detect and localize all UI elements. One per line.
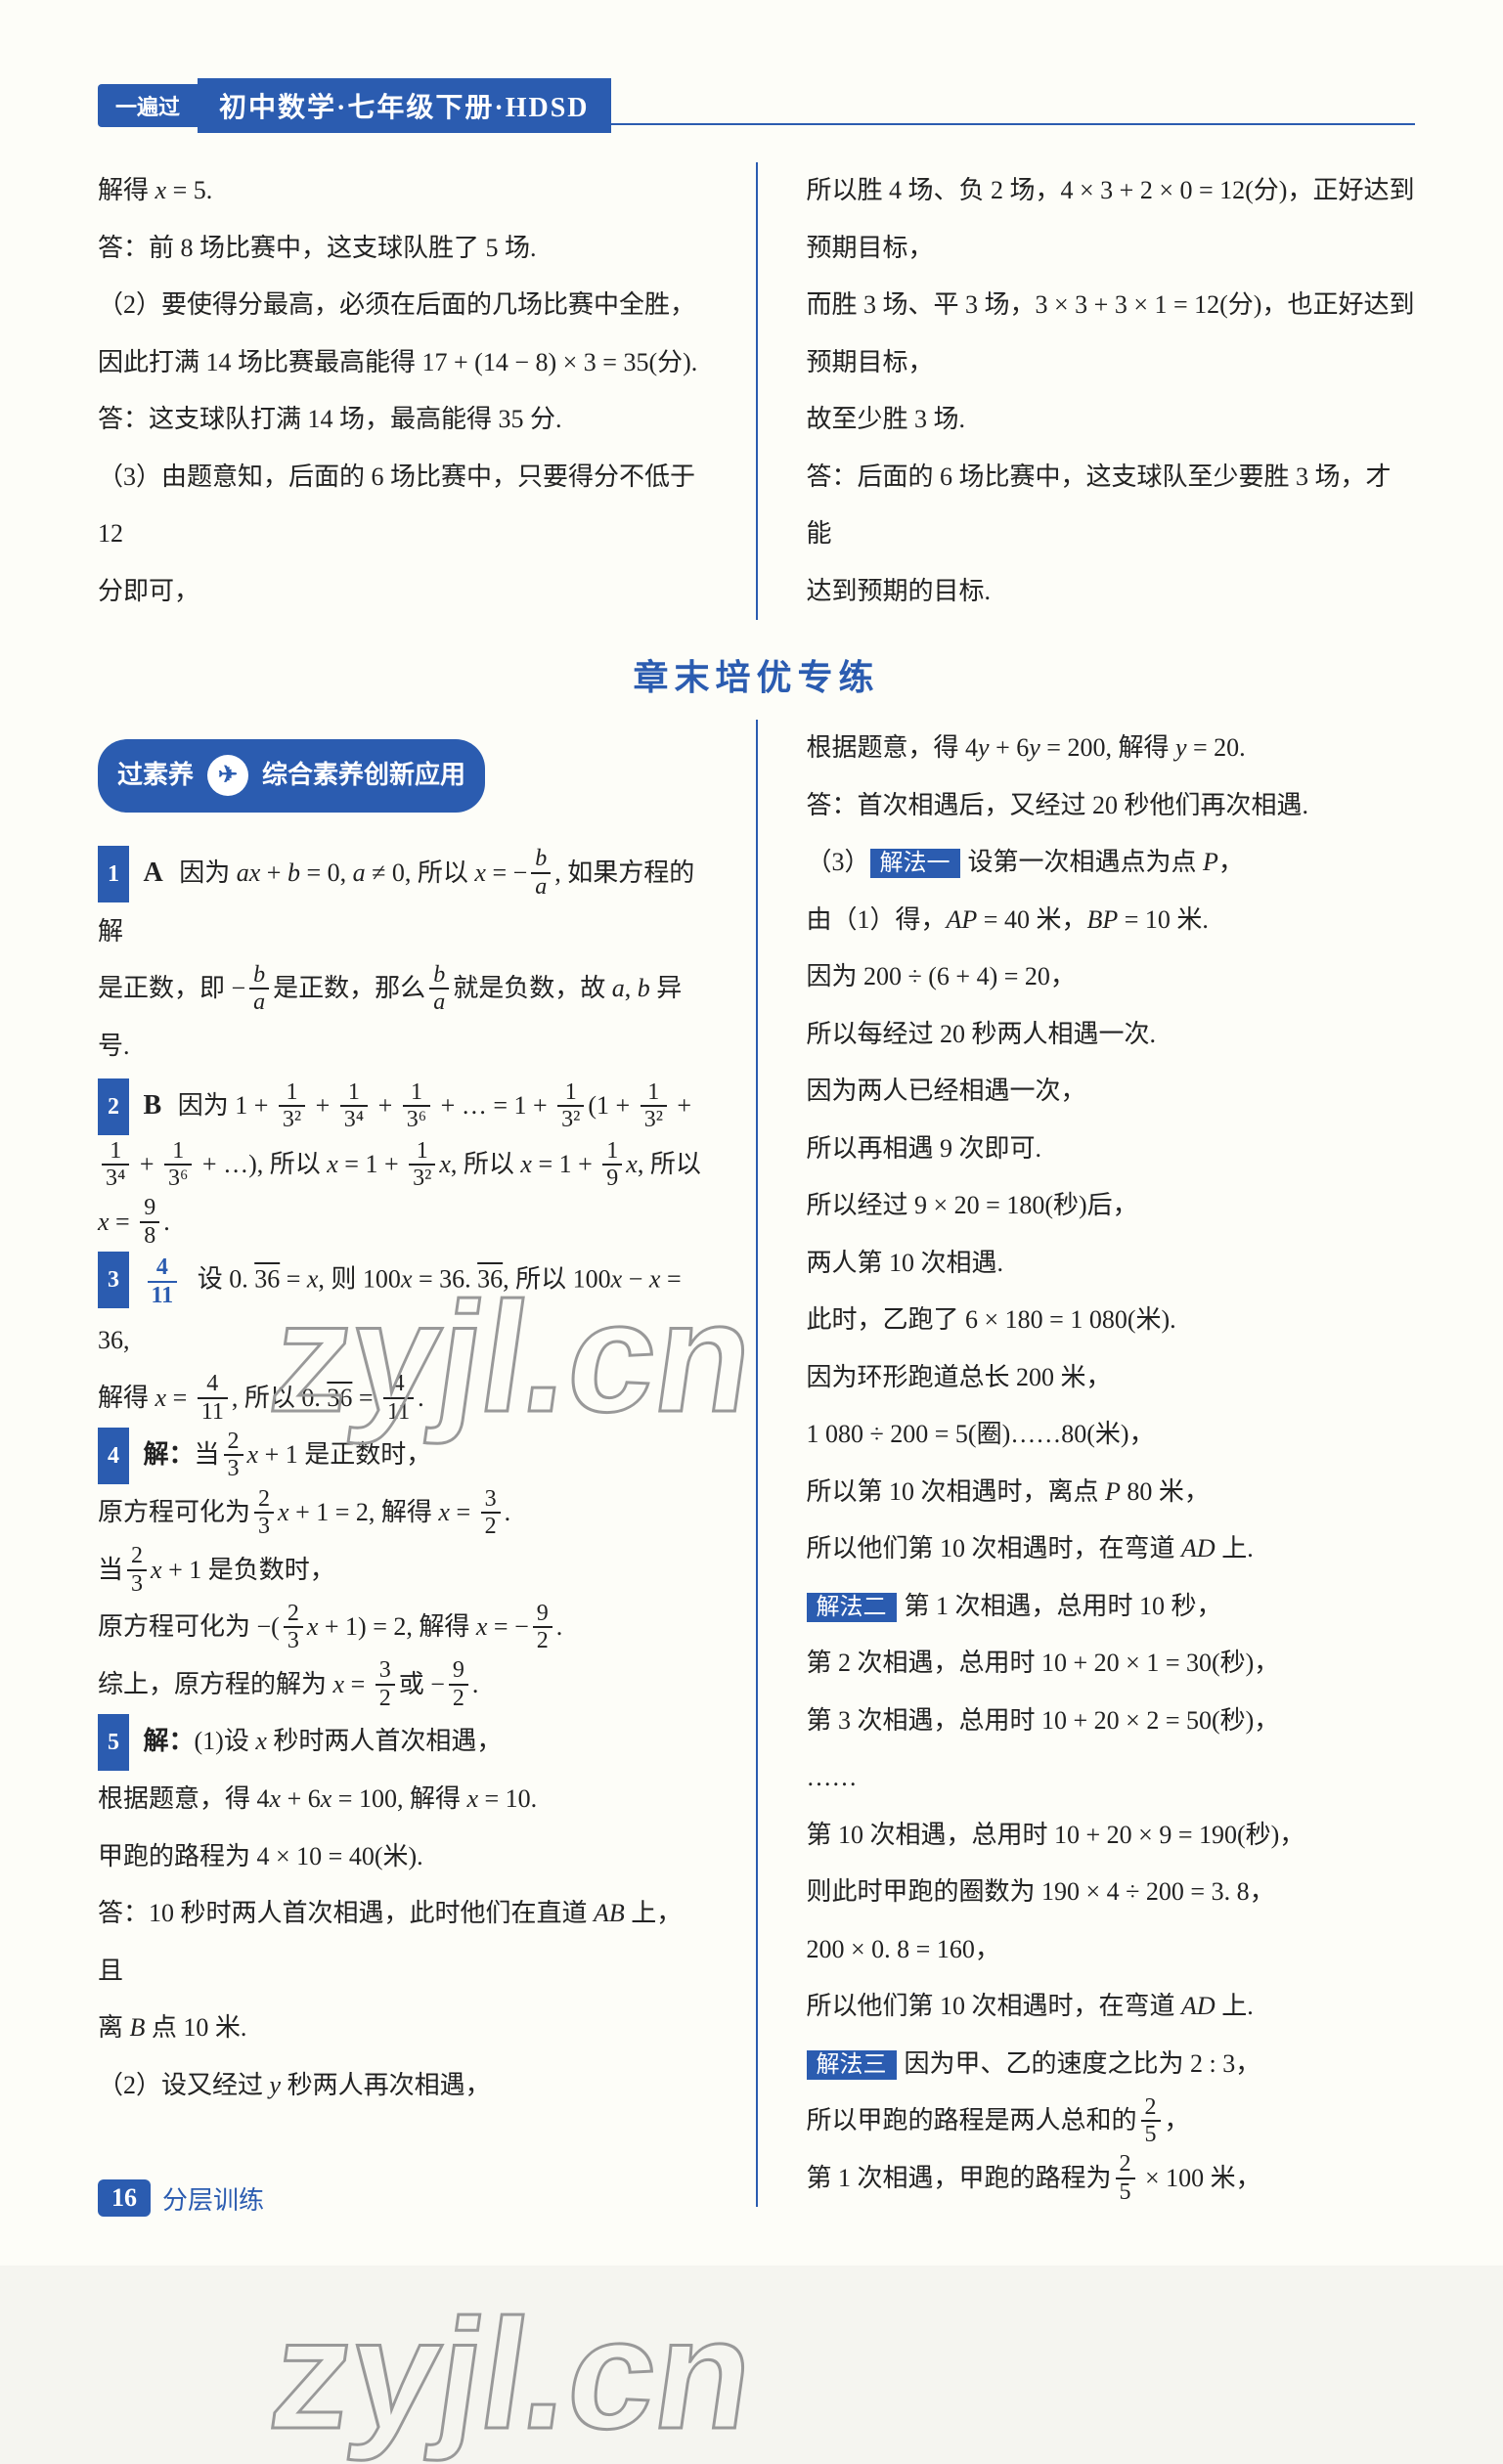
text-line: 第 1 次相遇，甲跑的路程为25 × 100 米， — [807, 2150, 1416, 2208]
text-line: 达到预期的目标. — [807, 563, 1416, 621]
page-footer: 16 分层训练 — [98, 2179, 264, 2217]
main-block: 过素养 ✈ 综合素养创新应用 1 A 因为 ax + b = 0, a ≠ 0,… — [98, 720, 1415, 2207]
text-line: 所以甲跑的路程是两人总和的25， — [807, 2092, 1416, 2150]
method-tag: 解法一 — [870, 849, 960, 878]
header-rule — [611, 86, 1416, 125]
text-line: 由（1）得，AP = 40 米，BP = 10 米. — [807, 892, 1416, 949]
text-line: 因为两人已经相遇一次， — [807, 1063, 1416, 1121]
text-line: 所以第 10 次相遇时，离点 P 80 米， — [807, 1464, 1416, 1521]
answer-letter: A — [144, 858, 163, 888]
q4-line3: 当23x + 1 是负数时， — [98, 1542, 707, 1600]
top-left-col: 解得 x = 5. 答：前 8 场比赛中，这支球队胜了 5 场. （2）要使得分… — [98, 162, 707, 620]
main-right-col: 根据题意，得 4y + 6y = 200, 解得 y = 20. 答：首次相遇后… — [807, 720, 1416, 2207]
text-line: 因此打满 14 场比赛最高能得 17 + (14 − 8) × 3 = 35(分… — [98, 334, 707, 392]
badge-right: 综合素养创新应用 — [262, 747, 465, 805]
text-line: 因为环形跑道总长 200 米， — [807, 1349, 1416, 1407]
text-line: 第 3 次相遇，总用时 10 + 20 × 2 = 50(秒)， — [807, 1693, 1416, 1750]
main-left-col: 过素养 ✈ 综合素养创新应用 1 A 因为 ax + b = 0, a ≠ 0,… — [98, 720, 707, 2207]
text-line: 解得 x = 5. — [98, 162, 707, 220]
q5-line3: 甲跑的路程为 4 × 10 = 40(米). — [98, 1828, 707, 1886]
text-line: 答：首次相遇后，又经过 20 秒他们再次相遇. — [807, 777, 1416, 835]
badge-pill: 过素养 ✈ 综合素养创新应用 — [98, 739, 485, 813]
text-line: 预期目标， — [807, 220, 1416, 278]
text-line: 200 × 0. 8 = 160， — [807, 1921, 1416, 1979]
text-line: （3）由题意知，后面的 6 场比赛中，只要得分不低于 12 — [98, 449, 707, 563]
q2-line1: 2 B 因为 1 + 13² + 13⁴ + 13⁶ + … = 1 + 13²… — [98, 1075, 707, 1136]
text-line: 则此时甲跑的圈数为 190 × 4 ÷ 200 = 3. 8， — [807, 1864, 1416, 1921]
page-number: 16 — [98, 2179, 151, 2217]
text-line: …… — [807, 1749, 1416, 1807]
text-line: 所以胜 4 场、负 2 场，4 × 3 + 2 × 0 = 12(分)，正好达到 — [807, 162, 1416, 220]
q2-line3: x = 98. — [98, 1194, 707, 1252]
question-number: 1 — [98, 846, 129, 902]
column-divider — [756, 720, 758, 2207]
question-number: 2 — [98, 1078, 129, 1135]
q2-line2: 13⁴ + 13⁶ + …), 所以 x = 1 + 13²x, 所以 x = … — [98, 1136, 707, 1194]
page-header: 一遍过 初中数学·七年级下册·HDSD — [98, 78, 1415, 133]
text-line: 1 080 ÷ 200 = 5(圈)……80(米)， — [807, 1406, 1416, 1464]
plane-icon: ✈ — [207, 755, 248, 796]
text-line: 所以再相遇 9 次即可. — [807, 1121, 1416, 1178]
question-number: 5 — [98, 1714, 129, 1771]
q5-line6: （2）设又经过 y 秒两人再次相遇， — [98, 2057, 707, 2115]
text-line: 解法三因为甲、乙的速度之比为 2 : 3， — [807, 2036, 1416, 2093]
watermark: zyjl.cn — [261, 2284, 765, 2464]
q5-line2: 根据题意，得 4x + 6x = 100, 解得 x = 10. — [98, 1771, 707, 1828]
text-line: 所以他们第 10 次相遇时，在弯道 AD 上. — [807, 1520, 1416, 1578]
text-line: 两人第 10 次相遇. — [807, 1235, 1416, 1293]
text-line: 答：前 8 场比赛中，这支球队胜了 5 场. — [98, 220, 707, 278]
header-logo: 一遍过 — [98, 84, 198, 127]
text-line: 根据题意，得 4y + 6y = 200, 解得 y = 20. — [807, 720, 1416, 777]
q5-line4: 答：10 秒时两人首次相遇，此时他们在直道 AB 上，且 — [98, 1885, 707, 2000]
top-right-col: 所以胜 4 场、负 2 场，4 × 3 + 2 × 0 = 12(分)，正好达到… — [807, 162, 1416, 620]
text-line: 分即可， — [98, 563, 707, 621]
text-line: 解法二第 1 次相遇，总用时 10 秒， — [807, 1578, 1416, 1636]
method-tag: 解法二 — [807, 1593, 897, 1622]
text-line: 所以经过 9 × 20 = 180(秒)后， — [807, 1177, 1416, 1235]
answer-letter: B — [144, 1090, 162, 1121]
method-tag: 解法三 — [807, 2050, 897, 2080]
badge-left: 过素养 — [117, 747, 194, 805]
page: 一遍过 初中数学·七年级下册·HDSD 解得 x = 5. 答：前 8 场比赛中… — [0, 0, 1503, 2266]
text-line: 因为 200 ÷ (6 + 4) = 20， — [807, 948, 1416, 1006]
text-line: 第 2 次相遇，总用时 10 + 20 × 1 = 30(秒)， — [807, 1635, 1416, 1693]
text-line: 第 10 次相遇，总用时 10 + 20 × 9 = 190(秒)， — [807, 1807, 1416, 1865]
q1-line1: 1 A 因为 ax + b = 0, a ≠ 0, 所以 x = −ba, 如果… — [98, 842, 707, 961]
text-line: 所以他们第 10 次相遇时，在弯道 AD 上. — [807, 1978, 1416, 2036]
q4-line5: 综上，原方程的解为 x = 32或 −92. — [98, 1656, 707, 1714]
text-line: （2）要使得分最高，必须在后面的几场比赛中全胜， — [98, 277, 707, 334]
q5-line1: 5 解：(1)设 x 秒时两人首次相遇， — [98, 1713, 707, 1771]
text-line: 答：后面的 6 场比赛中，这支球队至少要胜 3 场，才能 — [807, 449, 1416, 563]
text-line: 预期目标， — [807, 334, 1416, 392]
q1-line2: 是正数，即 −ba是正数，那么ba就是负数，故 a, b 异号. — [98, 960, 707, 1075]
text-line: （3）解法一设第一次相遇点为点 P， — [807, 834, 1416, 892]
text-line: 答：这支球队打满 14 场，最高能得 35 分. — [98, 391, 707, 449]
badge-row: 过素养 ✈ 综合素养创新应用 — [98, 739, 707, 813]
header-title: 初中数学·七年级下册·HDSD — [198, 78, 610, 133]
text-line: 故至少胜 3 场. — [807, 391, 1416, 449]
q3-line2: 解得 x = 411, 所以 0. 36 = 411. — [98, 1370, 707, 1428]
text-line: 而胜 3 场、平 3 场，3 × 3 + 3 × 1 = 12(分)，也正好达到 — [807, 277, 1416, 334]
q3-line1: 3 411 设 0. 36 = x, 则 100x = 36. 36, 所以 1… — [98, 1251, 707, 1370]
q4-line2: 原方程可化为23x + 1 = 2, 解得 x = 32. — [98, 1484, 707, 1542]
column-divider — [756, 162, 758, 620]
q4-line1: 4 解：当23x + 1 是正数时， — [98, 1427, 707, 1484]
top-block: 解得 x = 5. 答：前 8 场比赛中，这支球队胜了 5 场. （2）要使得分… — [98, 162, 1415, 620]
question-number: 4 — [98, 1428, 129, 1484]
section-title: 章末培优专练 — [98, 649, 1415, 700]
question-number: 3 — [98, 1252, 129, 1308]
page-label: 分层训练 — [162, 2180, 264, 2217]
q4-line4: 原方程可化为 −(23x + 1) = 2, 解得 x = −92. — [98, 1599, 707, 1656]
q5-line5: 离 B 点 10 米. — [98, 2000, 707, 2057]
text-line: 此时，乙跑了 6 × 180 = 1 080(米). — [807, 1292, 1416, 1349]
text-line: 所以每经过 20 秒两人相遇一次. — [807, 1006, 1416, 1064]
